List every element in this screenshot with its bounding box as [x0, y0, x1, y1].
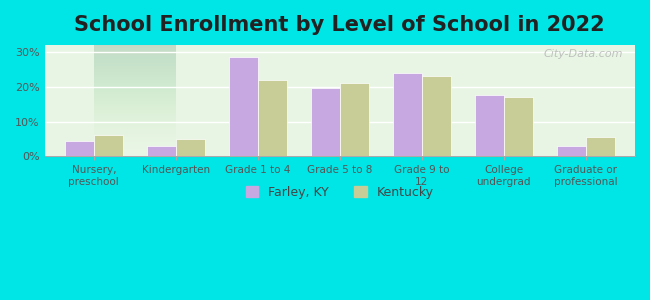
Text: City-Data.com: City-Data.com: [543, 49, 623, 59]
Bar: [586, 137, 614, 156]
Bar: [393, 73, 422, 156]
Bar: [557, 146, 586, 156]
Title: School Enrollment by Level of School in 2022: School Enrollment by Level of School in …: [75, 15, 605, 35]
Legend: Farley, KY, Kentucky: Farley, KY, Kentucky: [241, 181, 439, 204]
Bar: [311, 88, 340, 156]
Bar: [340, 83, 369, 156]
Bar: [258, 80, 287, 156]
Bar: [176, 139, 205, 156]
Bar: [475, 95, 504, 156]
Bar: [65, 141, 94, 156]
Bar: [147, 146, 176, 156]
Bar: [94, 136, 122, 156]
Bar: [422, 76, 450, 156]
Bar: [229, 57, 258, 156]
Bar: [504, 97, 532, 156]
